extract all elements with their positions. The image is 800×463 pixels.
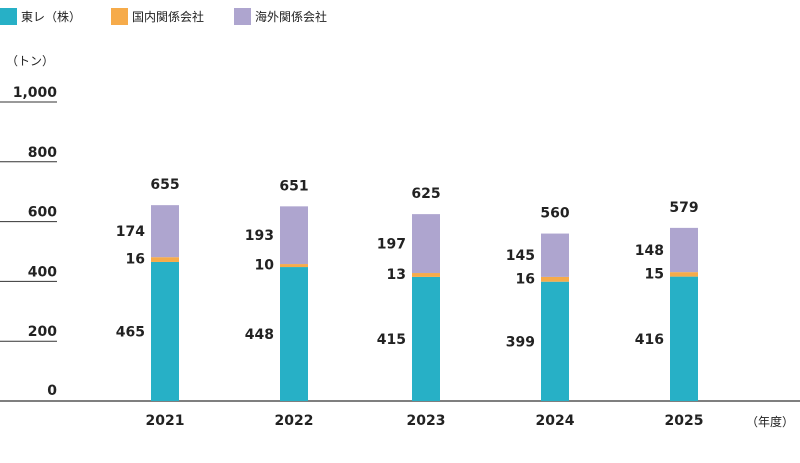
x-tick-label: 2022	[275, 413, 314, 429]
bar-segment-toray	[280, 267, 308, 401]
data-label-domestic: 16	[126, 252, 145, 268]
data-label-toray: 416	[635, 332, 664, 348]
data-label-toray: 448	[245, 327, 274, 343]
data-label-overseas: 193	[245, 228, 274, 244]
data-label-toray: 399	[506, 334, 535, 350]
data-label-overseas: 145	[506, 248, 535, 264]
data-label-toray: 415	[377, 332, 406, 348]
bar-segment-overseas	[541, 233, 569, 277]
bar-segment-toray	[541, 281, 569, 401]
bar-segment-domestic	[670, 272, 698, 277]
legend-item-toray: 東レ（株）	[0, 8, 81, 25]
total-label: 651	[279, 178, 308, 194]
y-tick-label: 0	[47, 383, 57, 399]
y-tick-label: 800	[28, 145, 57, 161]
legend-item-overseas: 海外関係会社	[234, 8, 327, 25]
data-label-domestic: 16	[516, 271, 535, 287]
data-label-toray: 465	[116, 324, 145, 340]
y-tick-label: 1,000	[13, 85, 58, 101]
bar-segment-overseas	[670, 227, 698, 273]
total-label: 579	[669, 200, 698, 216]
data-label-domestic: 13	[387, 267, 406, 283]
x-tick-label: 2023	[407, 413, 446, 429]
x-tick-label: 2025	[665, 413, 704, 429]
data-label-domestic: 10	[255, 258, 275, 274]
data-label-overseas: 148	[635, 243, 664, 259]
bar-segment-domestic	[412, 273, 440, 277]
data-label-domestic: 15	[645, 266, 664, 282]
legend-swatch-toray	[0, 8, 17, 25]
legend-item-domestic: 国内関係会社	[111, 8, 204, 25]
bar-segment-toray	[412, 276, 440, 401]
x-tick-label: 2021	[146, 413, 185, 429]
legend-label-toray: 東レ（株）	[21, 10, 82, 24]
total-label: 560	[540, 206, 569, 222]
legend-label-domestic: 国内関係会社	[132, 10, 205, 24]
data-label-overseas: 174	[116, 224, 145, 240]
legend-label-overseas: 海外関係会社	[255, 10, 328, 24]
bar-segment-domestic	[541, 276, 569, 282]
y-unit-label: （トン）	[6, 54, 55, 68]
y-tick-label: 600	[28, 205, 57, 221]
bar-segment-toray	[151, 261, 179, 401]
bar-segment-overseas	[412, 214, 440, 274]
bar-segment-domestic	[151, 257, 179, 262]
bar-segment-toray	[670, 276, 698, 401]
data-label-overseas: 197	[377, 237, 406, 253]
legend-swatch-overseas	[234, 8, 252, 25]
legend: 東レ（株） 国内関係会社 海外関係会社	[0, 8, 357, 25]
bar-segment-overseas	[151, 205, 179, 258]
y-tick-label: 200	[28, 324, 57, 340]
bar-segment-domestic	[280, 264, 308, 268]
legend-swatch-domestic	[111, 8, 129, 25]
x-unit-label: （年度）	[746, 415, 795, 429]
bar-segment-overseas	[280, 206, 308, 265]
x-tick-label: 2024	[536, 413, 575, 429]
total-label: 655	[150, 177, 179, 193]
y-tick-label: 400	[28, 264, 57, 280]
total-label: 625	[411, 186, 440, 202]
